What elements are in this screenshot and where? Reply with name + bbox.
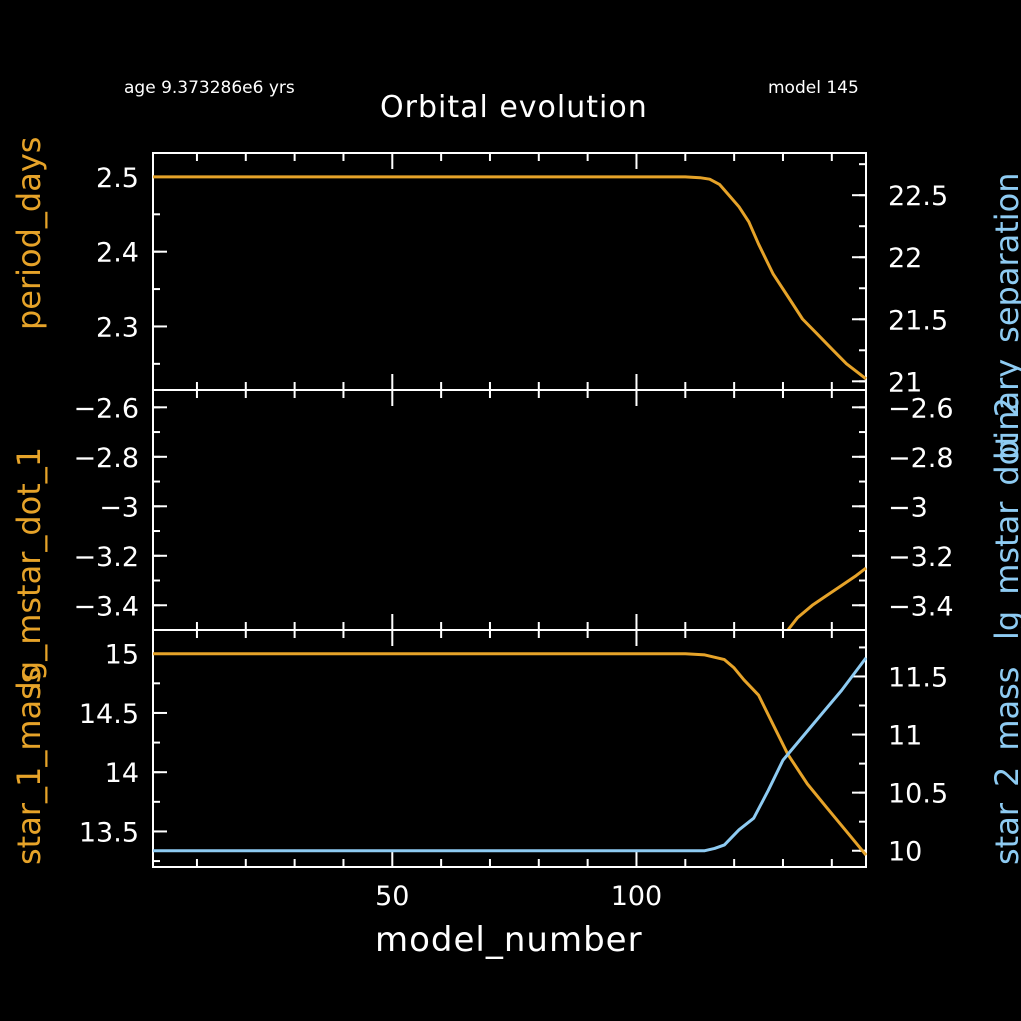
left-tick-label: −3: [99, 492, 139, 523]
right-tick-label: 22.5: [888, 181, 948, 212]
x-tick-label: 100: [611, 881, 663, 912]
left-ylabel-middle: lg_mstar_dot_1: [10, 447, 48, 690]
left-ylabel-top: period_days: [10, 137, 48, 330]
left-tick-label: 2.4: [96, 238, 139, 269]
right-tick-label: −3: [888, 492, 928, 523]
left-tick-label: −3.2: [73, 542, 139, 573]
right-tick-label: 11.5: [888, 662, 948, 693]
right-tick-label: 10: [888, 837, 922, 868]
model-label: model 145: [768, 78, 859, 98]
left-tick-label: 15: [105, 640, 139, 671]
left-tick-label: 2.5: [96, 163, 139, 194]
left-tick-label: 2.3: [96, 312, 139, 343]
right-tick-label: 10.5: [888, 779, 948, 810]
series-line-middle-0: [786, 566, 867, 631]
series-line-top-0: [153, 175, 867, 380]
left-tick-label: −2.6: [73, 393, 139, 424]
left-tick-label: 14: [105, 758, 139, 789]
series-line-bottom-1: [153, 656, 868, 853]
left-tick-label: 14.5: [79, 699, 139, 730]
right-tick-label: −3.2: [888, 542, 954, 573]
right-tick-label: 11: [888, 721, 922, 752]
series-line-bottom-0: [153, 652, 868, 857]
right-tick-label: −3.4: [888, 591, 954, 622]
x-tick-label: 50: [375, 881, 409, 912]
panel-frame-middle: [152, 389, 867, 631]
age-label: age 9.373286e6 yrs: [124, 78, 295, 98]
panel-frame-bottom: [152, 629, 867, 868]
right-ylabel-bottom: star_2_mass: [988, 667, 1021, 865]
right-ylabel-top: binary_separation: [988, 172, 1021, 460]
right-ylabel-middle: lg_mstar_dot_2: [988, 397, 1021, 640]
right-tick-label: 21: [888, 367, 922, 398]
right-tick-label: −2.6: [888, 393, 954, 424]
left-tick-label: −2.8: [73, 443, 139, 474]
right-tick-label: 21.5: [888, 305, 948, 336]
panel-frame-top: [152, 152, 867, 391]
left-ylabel-bottom: star_1_mass: [10, 667, 48, 865]
right-tick-label: −2.8: [888, 443, 954, 474]
left-tick-label: −3.4: [73, 591, 139, 622]
right-tick-label: 22: [888, 243, 922, 274]
chart-title: Orbital evolution: [380, 90, 648, 125]
x-axis-label: model_number: [375, 920, 643, 960]
left-tick-label: 13.5: [79, 817, 139, 848]
